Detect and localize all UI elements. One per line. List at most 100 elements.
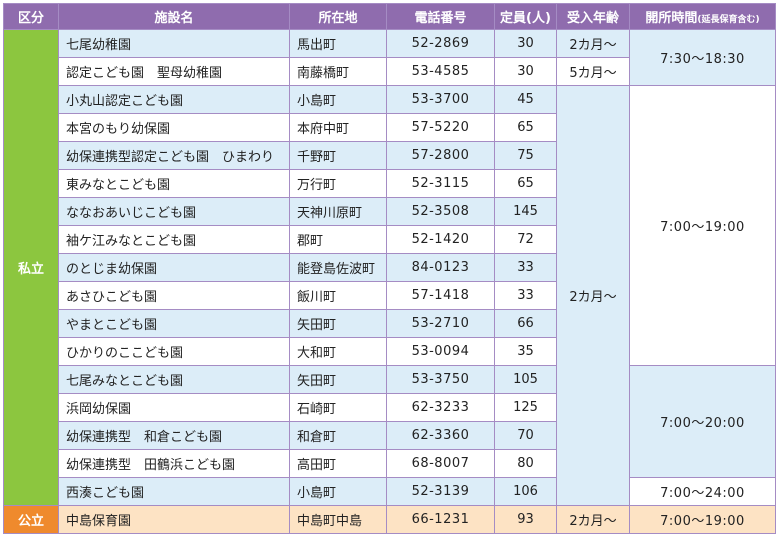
facility-location: 高田町 bbox=[289, 449, 387, 478]
category-private: 私立 bbox=[3, 29, 59, 506]
facility-phone: 57-2800 bbox=[386, 141, 495, 170]
facility-name: 浜岡幼保園 bbox=[58, 393, 290, 422]
facility-phone: 84-0123 bbox=[386, 253, 495, 282]
facility-location: 石崎町 bbox=[289, 393, 387, 422]
hours-group-a: 7:30〜18:30 bbox=[629, 29, 776, 86]
facility-capacity: 80 bbox=[494, 449, 557, 478]
facility-name: 幼保連携型認定こども園 ひまわり bbox=[58, 141, 290, 170]
facility-phone: 62-3360 bbox=[386, 421, 495, 450]
table-row: のとじま幼保園 能登島佐波町 84-0123 33 bbox=[4, 253, 776, 282]
facility-phone: 62-3233 bbox=[386, 393, 495, 422]
age-group-private: 2カ月〜 bbox=[556, 85, 630, 506]
facility-location: 大和町 bbox=[289, 337, 387, 366]
facility-capacity: 72 bbox=[494, 225, 557, 254]
facility-name: 幼保連携型 田鶴浜こども園 bbox=[58, 449, 290, 478]
table-row: 幼保連携型 田鶴浜こども園 高田町 68-8007 80 bbox=[4, 449, 776, 478]
facility-age: 2カ月〜 bbox=[556, 505, 630, 534]
facility-location: 天神川原町 bbox=[289, 197, 387, 226]
facility-capacity: 105 bbox=[494, 365, 557, 394]
facility-phone: 53-3750 bbox=[386, 365, 495, 394]
hours-group-c: 7:00〜20:00 bbox=[629, 365, 776, 478]
facility-name: やまとこども園 bbox=[58, 309, 290, 338]
table-row: 認定こども園 聖母幼稚園 南藤橋町 53-4585 30 5カ月〜 bbox=[4, 57, 776, 86]
facility-location: 万行町 bbox=[289, 169, 387, 198]
facility-name: 七尾幼稚園 bbox=[58, 29, 290, 58]
facility-name: 幼保連携型 和倉こども園 bbox=[58, 421, 290, 450]
facility-location: 郡町 bbox=[289, 225, 387, 254]
facility-phone: 68-8007 bbox=[386, 449, 495, 478]
facility-name: ななおあいじこども園 bbox=[58, 197, 290, 226]
facility-name: 東みなとこども園 bbox=[58, 169, 290, 198]
facility-capacity: 70 bbox=[494, 421, 557, 450]
facility-phone: 57-1418 bbox=[386, 281, 495, 310]
facility-location: 馬出町 bbox=[289, 29, 387, 58]
facility-phone: 52-2869 bbox=[386, 29, 495, 58]
facility-location: 能登島佐波町 bbox=[289, 253, 387, 282]
table-row: 七尾みなとこども園 矢田町 53-3750 105 7:00〜20:00 bbox=[4, 365, 776, 478]
facility-location: 飯川町 bbox=[289, 281, 387, 310]
category-public: 公立 bbox=[3, 505, 59, 534]
table-row: 公立 中島保育園 中島町中島 66-1231 93 2カ月〜 7:00〜19:0… bbox=[3, 505, 776, 534]
facility-location: 小島町 bbox=[289, 85, 387, 114]
table-row: 私立 七尾幼稚園 馬出町 52-2869 30 2カ月〜 7:30〜18:30 bbox=[3, 29, 776, 506]
facility-phone: 66-1231 bbox=[386, 505, 495, 534]
table-row: ひかりのここども園 大和町 53-0094 35 bbox=[4, 337, 776, 366]
facility-phone: 53-3700 bbox=[386, 85, 495, 114]
facility-capacity: 106 bbox=[494, 477, 557, 506]
facility-name: 本宮のもり幼保園 bbox=[58, 113, 290, 142]
facility-capacity: 45 bbox=[494, 85, 557, 114]
facility-name: 認定こども園 聖母幼稚園 bbox=[58, 57, 290, 86]
facility-location: 本府中町 bbox=[289, 113, 387, 142]
facility-location: 矢田町 bbox=[289, 365, 387, 394]
facility-capacity: 65 bbox=[494, 113, 557, 142]
header-location: 所在地 bbox=[289, 3, 387, 30]
facility-name: あさひこども園 bbox=[58, 281, 290, 310]
hours-group-d: 7:00〜24:00 bbox=[629, 477, 776, 506]
table-row: 本宮のもり幼保園 本府中町 57-5220 65 bbox=[4, 113, 776, 142]
facility-capacity: 65 bbox=[494, 169, 557, 198]
facility-name: 小丸山認定こども園 bbox=[58, 85, 290, 114]
header-row: 区分 施設名 所在地 電話番号 定員(人) 受入年齢 開所時間(延長保育含む) bbox=[3, 3, 776, 30]
facility-name: のとじま幼保園 bbox=[58, 253, 290, 282]
table-row: 東みなとこども園 万行町 52-3115 65 bbox=[4, 169, 776, 198]
facility-phone: 52-1420 bbox=[386, 225, 495, 254]
facility-age: 2カ月〜 bbox=[556, 29, 630, 58]
header-phone: 電話番号 bbox=[386, 3, 495, 30]
facility-capacity: 33 bbox=[494, 253, 557, 282]
facility-name: ひかりのここども園 bbox=[58, 337, 290, 366]
facility-capacity: 145 bbox=[494, 197, 557, 226]
header-category: 区分 bbox=[3, 3, 59, 30]
facility-name: 西湊こども園 bbox=[58, 477, 290, 506]
facility-phone: 52-3139 bbox=[386, 477, 495, 506]
facility-phone: 52-3115 bbox=[386, 169, 495, 198]
facility-location: 小島町 bbox=[289, 477, 387, 506]
facility-name: 袖ケ江みなとこども園 bbox=[58, 225, 290, 254]
facility-location: 和倉町 bbox=[289, 421, 387, 450]
table-row: 袖ケ江みなとこども園 郡町 52-1420 72 bbox=[4, 225, 776, 254]
facility-phone: 52-3508 bbox=[386, 197, 495, 226]
table-row: やまとこども園 矢田町 53-2710 66 bbox=[4, 309, 776, 338]
facility-capacity: 125 bbox=[494, 393, 557, 422]
table-row: ななおあいじこども園 天神川原町 52-3508 145 bbox=[4, 197, 776, 226]
facility-age: 5カ月〜 bbox=[556, 57, 630, 86]
table-row: 西湊こども園 小島町 52-3139 106 7:00〜24:00 bbox=[4, 477, 776, 506]
header-name: 施設名 bbox=[58, 3, 290, 30]
hours-public: 7:00〜19:00 bbox=[629, 505, 776, 534]
facility-capacity: 35 bbox=[494, 337, 557, 366]
header-age: 受入年齢 bbox=[556, 3, 630, 30]
header-hours-label: 開所時間 bbox=[645, 11, 698, 26]
facility-phone: 57-5220 bbox=[386, 113, 495, 142]
facility-capacity: 75 bbox=[494, 141, 557, 170]
facility-name: 中島保育園 bbox=[58, 505, 290, 534]
facility-capacity: 30 bbox=[494, 57, 557, 86]
facility-capacity: 66 bbox=[494, 309, 557, 338]
table-row: 幼保連携型 和倉こども園 和倉町 62-3360 70 bbox=[4, 421, 776, 450]
facility-capacity: 93 bbox=[494, 505, 557, 534]
facility-phone: 53-0094 bbox=[386, 337, 495, 366]
table-row: あさひこども園 飯川町 57-1418 33 bbox=[4, 281, 776, 310]
facility-phone: 53-2710 bbox=[386, 309, 495, 338]
header-hours: 開所時間(延長保育含む) bbox=[629, 3, 776, 30]
hours-group-b: 7:00〜19:00 bbox=[629, 85, 776, 366]
table-row: 幼保連携型認定こども園 ひまわり 千野町 57-2800 75 bbox=[4, 141, 776, 170]
facility-phone: 53-4585 bbox=[386, 57, 495, 86]
